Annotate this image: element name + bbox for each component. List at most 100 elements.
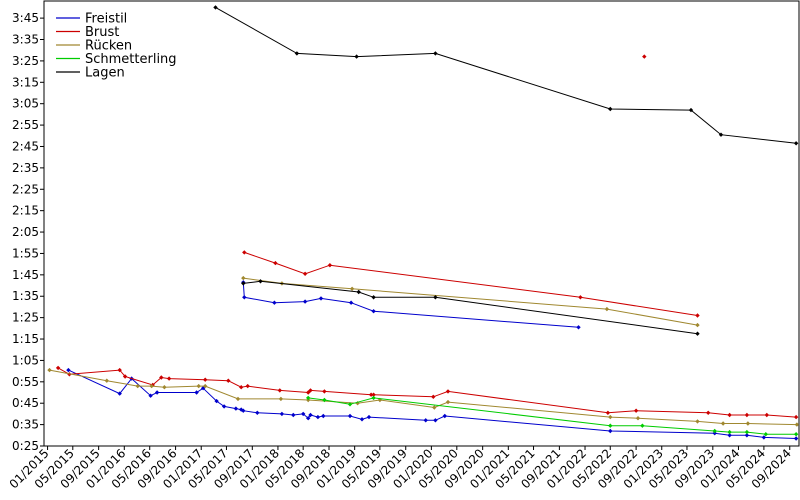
data-point bbox=[242, 250, 247, 255]
y-tick-label: 0:35 bbox=[12, 418, 39, 432]
data-point bbox=[433, 418, 438, 423]
data-point bbox=[322, 397, 327, 403]
data-point bbox=[744, 429, 750, 435]
data-point bbox=[214, 398, 219, 404]
data-point bbox=[793, 436, 799, 441]
data-point bbox=[727, 429, 732, 435]
data-point bbox=[235, 396, 241, 402]
data-point bbox=[348, 300, 354, 305]
data-point bbox=[727, 412, 732, 418]
data-point bbox=[117, 367, 122, 373]
data-point bbox=[241, 408, 246, 413]
y-tick-label: 3:35 bbox=[12, 33, 39, 47]
data-point bbox=[226, 378, 231, 383]
data-point bbox=[608, 106, 613, 112]
data-point bbox=[294, 51, 300, 56]
data-point bbox=[576, 325, 581, 330]
data-point bbox=[763, 432, 768, 437]
x-axis: 01/201505/201509/201501/201605/201609/20… bbox=[7, 446, 794, 491]
data-point bbox=[712, 428, 717, 434]
data-point bbox=[315, 414, 321, 420]
y-tick-label: 3:25 bbox=[12, 54, 39, 68]
legend-label: Rücken bbox=[85, 39, 132, 54]
data-point bbox=[273, 260, 278, 266]
data-point bbox=[255, 410, 260, 415]
data-point bbox=[154, 390, 160, 395]
data-point bbox=[368, 392, 374, 397]
data-point bbox=[695, 322, 700, 328]
y-tick-label: 1:15 bbox=[12, 332, 39, 346]
data-point bbox=[642, 54, 647, 59]
data-point bbox=[605, 410, 611, 415]
y-tick-label: 0:45 bbox=[12, 396, 39, 410]
y-tick-label: 1:45 bbox=[12, 268, 39, 282]
data-point bbox=[354, 54, 359, 59]
data-point bbox=[308, 388, 313, 393]
data-point bbox=[695, 419, 700, 424]
data-point bbox=[213, 5, 218, 10]
data-point bbox=[366, 414, 372, 420]
data-point bbox=[302, 299, 308, 304]
series-schmetterling bbox=[306, 395, 799, 437]
data-point bbox=[744, 412, 750, 418]
data-point bbox=[159, 375, 164, 380]
data-point bbox=[433, 295, 438, 300]
y-tick-label: 3:05 bbox=[12, 97, 39, 111]
y-tick-label: 2:15 bbox=[12, 204, 39, 218]
data-point bbox=[321, 413, 326, 419]
data-point bbox=[302, 271, 308, 276]
data-point bbox=[608, 414, 613, 420]
y-tick-label: 2:05 bbox=[12, 225, 39, 239]
data-point bbox=[162, 385, 167, 390]
data-point bbox=[104, 378, 109, 383]
data-point bbox=[203, 377, 208, 382]
y-tick-label: 3:15 bbox=[12, 75, 39, 89]
data-point bbox=[633, 408, 639, 413]
y-tick-label: 2:35 bbox=[12, 161, 39, 175]
data-point bbox=[793, 432, 799, 437]
data-point bbox=[371, 392, 376, 397]
legend-label: Lagen bbox=[85, 66, 125, 81]
data-point bbox=[445, 389, 451, 394]
data-point bbox=[322, 389, 327, 394]
y-tick-label: 1:35 bbox=[12, 289, 39, 303]
data-point bbox=[272, 300, 277, 305]
data-point bbox=[242, 295, 247, 300]
data-point bbox=[327, 263, 333, 268]
data-point bbox=[318, 296, 324, 301]
series-line bbox=[215, 6, 797, 144]
data-point bbox=[578, 295, 583, 300]
data-point bbox=[66, 367, 71, 373]
data-point bbox=[764, 412, 769, 418]
data-point bbox=[718, 132, 724, 137]
data-point bbox=[431, 394, 436, 399]
series-brust bbox=[55, 54, 799, 420]
data-point bbox=[608, 428, 613, 434]
series-line bbox=[242, 282, 579, 328]
data-point bbox=[445, 399, 451, 405]
data-point bbox=[122, 374, 128, 379]
data-point bbox=[793, 141, 799, 146]
y-tick-label: 2:25 bbox=[12, 182, 39, 196]
y-tick-label: 2:45 bbox=[12, 139, 39, 153]
data-point bbox=[291, 412, 296, 418]
data-point bbox=[604, 306, 610, 312]
data-point bbox=[241, 281, 246, 286]
data-point bbox=[308, 412, 313, 418]
data-point bbox=[349, 286, 355, 291]
data-point bbox=[640, 423, 645, 428]
data-point bbox=[635, 416, 641, 421]
y-tick-label: 0:55 bbox=[12, 375, 39, 389]
data-point bbox=[166, 376, 172, 381]
data-point bbox=[347, 413, 353, 419]
legend-label: Freistil bbox=[85, 12, 127, 27]
legend-label: Schmetterling bbox=[85, 52, 177, 67]
series-freistil bbox=[66, 280, 799, 441]
y-tick-label: 3:45 bbox=[12, 11, 39, 25]
data-point bbox=[149, 383, 154, 389]
data-point bbox=[745, 421, 751, 426]
data-point bbox=[608, 423, 613, 428]
data-point bbox=[279, 411, 285, 417]
data-point bbox=[278, 396, 284, 402]
